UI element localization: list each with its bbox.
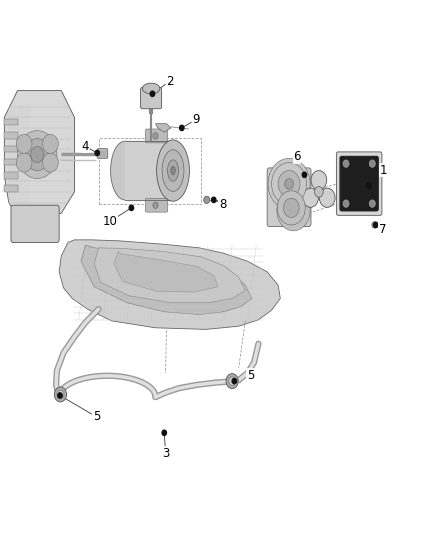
- Circle shape: [42, 153, 58, 172]
- Circle shape: [268, 158, 310, 209]
- Circle shape: [314, 187, 323, 197]
- Circle shape: [232, 378, 237, 384]
- Text: 3: 3: [162, 447, 169, 459]
- Polygon shape: [4, 91, 74, 224]
- Circle shape: [369, 160, 375, 167]
- Polygon shape: [4, 159, 18, 165]
- Circle shape: [153, 133, 158, 139]
- Ellipse shape: [171, 166, 175, 175]
- Ellipse shape: [110, 141, 139, 200]
- Ellipse shape: [168, 160, 179, 181]
- Circle shape: [16, 134, 32, 154]
- Circle shape: [18, 131, 57, 179]
- Polygon shape: [4, 185, 18, 192]
- Circle shape: [374, 222, 378, 228]
- Circle shape: [319, 188, 335, 207]
- Circle shape: [367, 183, 371, 188]
- Ellipse shape: [162, 150, 184, 191]
- Circle shape: [42, 134, 58, 154]
- Text: 5: 5: [93, 410, 100, 423]
- Polygon shape: [155, 124, 171, 132]
- Text: 7: 7: [379, 223, 387, 236]
- FancyBboxPatch shape: [336, 152, 382, 215]
- Text: 6: 6: [293, 150, 301, 163]
- Circle shape: [283, 176, 296, 192]
- Circle shape: [153, 202, 158, 208]
- Circle shape: [95, 150, 99, 156]
- Circle shape: [278, 171, 300, 197]
- FancyBboxPatch shape: [267, 168, 311, 227]
- Text: 2: 2: [166, 75, 174, 87]
- Ellipse shape: [157, 140, 190, 201]
- Circle shape: [369, 200, 375, 207]
- Circle shape: [284, 199, 303, 222]
- Circle shape: [58, 393, 62, 398]
- Circle shape: [162, 430, 166, 435]
- Polygon shape: [81, 245, 252, 314]
- Circle shape: [150, 91, 155, 96]
- Polygon shape: [4, 119, 18, 125]
- FancyBboxPatch shape: [97, 149, 108, 158]
- Polygon shape: [4, 132, 18, 139]
- Polygon shape: [4, 172, 18, 179]
- Circle shape: [204, 196, 210, 204]
- Circle shape: [343, 160, 349, 167]
- Circle shape: [57, 390, 64, 399]
- Circle shape: [212, 197, 216, 203]
- Circle shape: [311, 171, 327, 190]
- Polygon shape: [94, 248, 245, 303]
- FancyBboxPatch shape: [145, 198, 168, 212]
- FancyBboxPatch shape: [11, 205, 59, 243]
- Polygon shape: [125, 141, 173, 200]
- Circle shape: [129, 205, 134, 211]
- FancyBboxPatch shape: [340, 157, 378, 211]
- Circle shape: [283, 198, 299, 217]
- Circle shape: [285, 179, 293, 189]
- Ellipse shape: [142, 83, 160, 94]
- Circle shape: [24, 139, 50, 171]
- Circle shape: [180, 125, 184, 131]
- Circle shape: [277, 191, 305, 225]
- Circle shape: [226, 374, 238, 389]
- Polygon shape: [4, 146, 18, 152]
- Circle shape: [275, 167, 303, 201]
- Circle shape: [272, 163, 307, 205]
- FancyBboxPatch shape: [340, 156, 378, 211]
- Polygon shape: [114, 252, 218, 292]
- FancyBboxPatch shape: [141, 87, 162, 109]
- Circle shape: [302, 172, 307, 177]
- Circle shape: [16, 153, 32, 172]
- Circle shape: [229, 377, 236, 385]
- Circle shape: [31, 147, 44, 163]
- Circle shape: [343, 200, 349, 207]
- Polygon shape: [59, 240, 280, 329]
- Text: 9: 9: [192, 113, 200, 126]
- Circle shape: [303, 188, 318, 207]
- Circle shape: [372, 222, 377, 228]
- Text: 5: 5: [247, 369, 254, 382]
- Text: 10: 10: [103, 215, 118, 228]
- Text: 4: 4: [81, 140, 89, 152]
- Circle shape: [277, 190, 310, 231]
- Circle shape: [54, 387, 67, 402]
- FancyBboxPatch shape: [145, 129, 168, 143]
- Text: 8: 8: [219, 198, 226, 211]
- Text: 1: 1: [380, 164, 388, 176]
